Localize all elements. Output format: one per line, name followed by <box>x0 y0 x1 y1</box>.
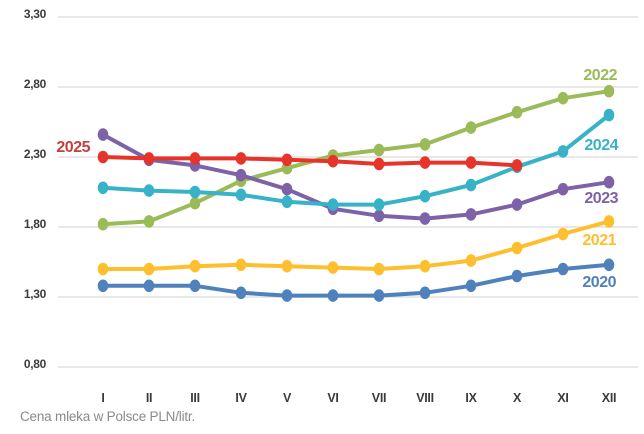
data-point-2023-I <box>97 128 109 141</box>
series-label-2020: 2020 <box>582 274 616 291</box>
data-point-2023-XI <box>557 182 569 196</box>
data-point-2025-IX <box>465 156 477 169</box>
y-axis-tick-label: 0,80 <box>24 357 47 371</box>
series-label-2022: 2022 <box>583 67 617 84</box>
data-point-2022-II <box>143 215 155 228</box>
data-point-2025-II <box>143 152 155 165</box>
data-point-2024-III <box>189 185 201 199</box>
data-point-2022-XII <box>603 84 615 98</box>
y-axis-tick-label: 2,30 <box>24 147 47 161</box>
x-axis-tick-label: V <box>283 391 292 405</box>
data-point-2024-VII <box>373 198 385 211</box>
series-line-2022 <box>101 89 611 227</box>
data-point-2025-III <box>189 152 201 165</box>
data-point-2021-IX <box>465 254 477 267</box>
data-point-2025-X <box>511 159 523 172</box>
x-axis-tick-label: XII <box>602 391 616 405</box>
data-point-2023-IV <box>235 168 247 182</box>
data-point-2023-V <box>281 182 293 196</box>
series-label-2023: 2023 <box>584 190 618 207</box>
data-point-2021-VIII <box>419 259 431 273</box>
data-point-2024-VI <box>327 198 339 211</box>
data-point-2020-II <box>143 279 155 293</box>
x-axis-tick-label: III <box>190 391 200 405</box>
data-point-2020-VIII <box>419 286 431 300</box>
data-point-2022-III <box>189 196 201 210</box>
data-point-2020-XII <box>603 258 615 272</box>
data-point-2025-VIII <box>419 156 431 169</box>
data-point-2021-I <box>97 262 109 276</box>
data-point-2021-X <box>511 241 523 255</box>
x-axis-tick-label: XI <box>557 391 568 405</box>
data-point-2024-IV <box>235 188 247 202</box>
data-point-2022-XI <box>557 91 569 105</box>
data-point-2025-VI <box>327 154 339 168</box>
chart-caption: Cena mleka w Polsce PLN/litr. <box>20 409 196 424</box>
series-line-2020 <box>101 262 611 298</box>
data-point-2021-VII <box>373 262 385 276</box>
data-point-2021-VI <box>327 261 339 274</box>
data-point-2020-III <box>189 279 201 293</box>
data-point-2020-XI <box>557 262 569 276</box>
x-axis-tick-label: I <box>101 391 104 405</box>
series-label-2024: 2024 <box>584 137 618 154</box>
data-point-2020-I <box>97 279 109 293</box>
y-axis-tick-label: 2,80 <box>24 77 47 91</box>
data-point-2022-VIII <box>419 138 431 151</box>
series-line-2023 <box>101 132 611 221</box>
data-point-2023-IX <box>465 208 477 221</box>
data-point-2020-VI <box>327 289 339 302</box>
data-point-2021-IV <box>235 258 247 272</box>
data-point-2024-VIII <box>419 189 431 203</box>
y-axis-tick-label: 1,80 <box>24 217 47 231</box>
x-axis-tick-label: VIII <box>416 391 434 405</box>
data-point-2024-V <box>281 195 293 209</box>
x-axis-tick-label: IX <box>465 391 477 405</box>
data-point-2022-I <box>97 217 109 231</box>
y-axis-tick-label: 3,30 <box>24 7 47 21</box>
data-point-2023-XII <box>603 175 615 189</box>
data-point-2022-IX <box>465 121 477 134</box>
data-point-2024-IX <box>465 178 477 192</box>
x-axis-tick-label: VII <box>372 391 386 405</box>
data-point-2024-II <box>143 184 155 197</box>
data-point-2021-V <box>281 259 293 273</box>
data-point-2021-III <box>189 259 201 273</box>
y-axis-tick-label: 1,30 <box>24 287 47 301</box>
data-point-2021-XI <box>557 227 569 241</box>
x-axis-tick-label: X <box>513 391 522 405</box>
series-line-2024 <box>101 113 611 207</box>
x-axis-tick-label: II <box>146 391 152 405</box>
data-point-2020-IV <box>235 286 247 300</box>
data-point-2024-I <box>97 181 109 195</box>
x-axis-tick-label: VI <box>327 391 338 405</box>
data-point-2023-VII <box>373 209 385 223</box>
x-axis-tick-label: IV <box>235 391 247 405</box>
data-point-2021-II <box>143 262 155 276</box>
data-point-2023-X <box>511 198 523 211</box>
data-point-2024-XII <box>603 108 615 122</box>
data-point-2020-IX <box>465 279 477 293</box>
data-point-2023-VIII <box>419 212 431 225</box>
data-point-2025-I <box>97 150 109 164</box>
series-line-2025 <box>101 155 519 168</box>
data-point-2025-IV <box>235 152 247 165</box>
data-point-2020-V <box>281 289 293 302</box>
data-point-2025-VII <box>373 157 385 171</box>
series-label-2025: 2025 <box>56 139 90 156</box>
series-label-2021: 2021 <box>582 232 616 249</box>
data-point-2022-VII <box>373 143 385 157</box>
series-line-2021 <box>101 219 611 271</box>
data-point-2022-X <box>511 105 523 119</box>
data-point-2020-VII <box>373 289 385 302</box>
data-point-2020-X <box>511 269 523 283</box>
data-point-2021-XII <box>603 215 615 228</box>
data-point-2024-XI <box>557 145 569 158</box>
data-point-2025-V <box>281 153 293 167</box>
